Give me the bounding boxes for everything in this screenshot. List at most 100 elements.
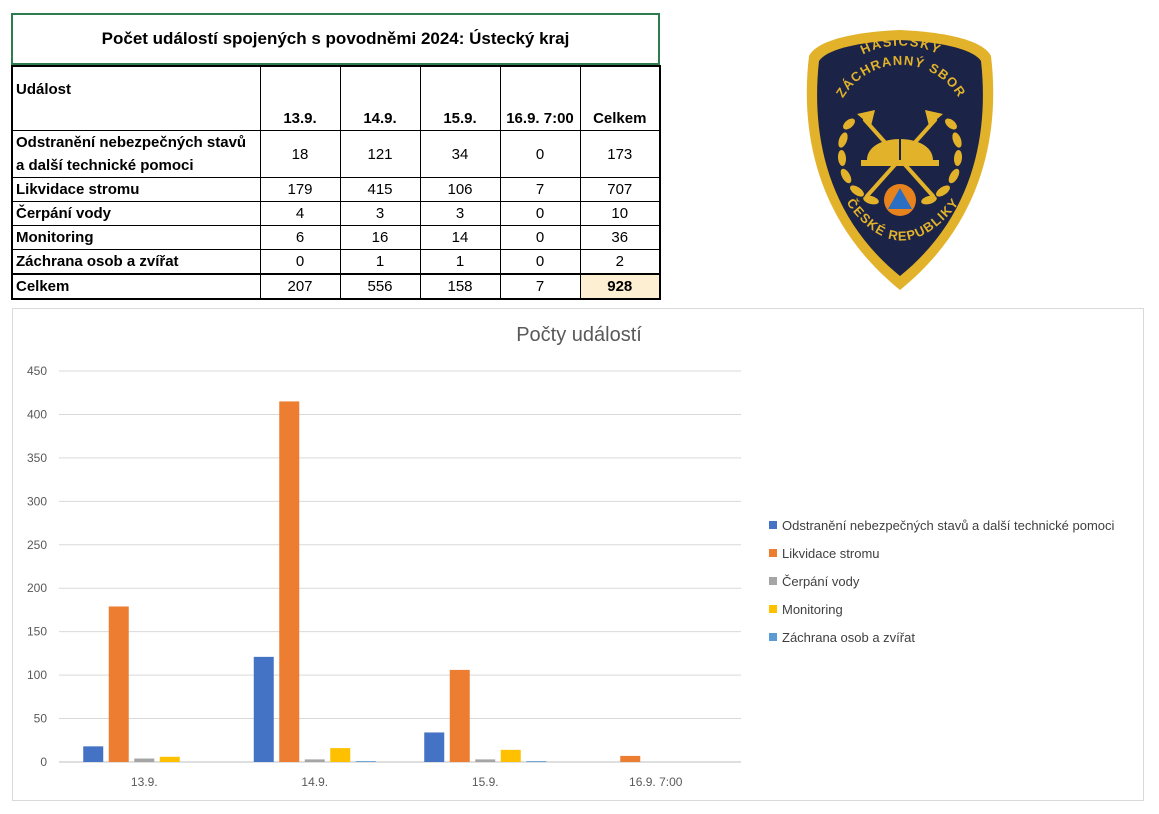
bar [330, 748, 351, 762]
legend-swatch [769, 633, 777, 641]
table-cell: 179 [259, 177, 341, 202]
total-cell: 7 [499, 273, 581, 300]
bar [620, 755, 641, 762]
header-event: Událost [11, 65, 261, 131]
bar [500, 749, 521, 762]
legend-label: Záchrana osob a zvířat [782, 629, 915, 645]
table-cell: 0 [499, 201, 581, 226]
header-col-2: 14.9. [339, 65, 421, 131]
chart-area: Počty událostí 0 50 100 150 200 250 300 350 400 4… [12, 308, 1144, 801]
bar [134, 758, 155, 762]
header-col-4: 16.9. 7:00 [499, 65, 581, 131]
legend-item: Záchrana osob a zvířat [769, 623, 1114, 651]
table-cell: 10 [579, 201, 661, 226]
events-table: Událost 13.9. 14.9. 15.9. 16.9. 7:00 Cel… [11, 65, 661, 300]
table-cell: 2 [579, 249, 661, 275]
row-label: Odstranění nebezpečných stavů a další te… [11, 130, 261, 178]
y-tick-label: 450 [27, 364, 47, 378]
table-cell: 16 [339, 225, 421, 250]
legend-label: Likvidace stromu [782, 545, 880, 561]
row-label: Čerpání vody [11, 201, 261, 226]
bar [526, 761, 547, 762]
x-tick-label: 13.9. [131, 775, 158, 789]
table-total-row: Celkem 207 556 158 7 928 [11, 273, 661, 300]
table-title: Počet událostí spojených s povodněmi 202… [11, 13, 660, 65]
chart-legend: Odstranění nebezpečných stavů a další te… [769, 511, 1114, 651]
table-row: Čerpání vody 4 3 3 0 10 [11, 201, 661, 226]
bar [253, 656, 274, 762]
x-tick-label: 16.9. 7:00 [629, 775, 683, 789]
table-cell: 14 [419, 225, 501, 250]
row-label: Monitoring [11, 225, 261, 250]
total-cell: 556 [339, 273, 421, 300]
bar [304, 759, 325, 762]
row-label: Likvidace stromu [11, 177, 261, 202]
legend-item: Odstranění nebezpečných stavů a další te… [769, 511, 1114, 539]
table-cell: 4 [259, 201, 341, 226]
legend-label: Monitoring [782, 601, 843, 617]
total-label: Celkem [11, 273, 261, 300]
x-tick-label: 15.9. [472, 775, 499, 789]
x-tick-label: 14.9. [301, 775, 328, 789]
bar-chart-plot: 0 50 100 150 200 250 300 350 400 450 13.9. 14.9. 15.… [27, 364, 741, 789]
y-tick-label: 200 [27, 581, 47, 595]
row-label-line2: a další technické pomoci [16, 157, 194, 174]
table-header-row: Událost 13.9. 14.9. 15.9. 16.9. 7:00 Cel… [11, 65, 661, 131]
table-cell: 7 [499, 177, 581, 202]
table-row: Likvidace stromu 179 415 106 7 707 [11, 177, 661, 202]
table-cell: 34 [419, 130, 501, 178]
header-col-3: 15.9. [419, 65, 501, 131]
grand-total-cell: 928 [579, 273, 661, 300]
table-cell: 106 [419, 177, 501, 202]
table-cell: 36 [579, 225, 661, 250]
legend-item: Čerpání vody [769, 567, 1114, 595]
table-cell: 121 [339, 130, 421, 178]
chart-title: Počty událostí [516, 324, 642, 346]
legend-swatch [769, 521, 777, 529]
table-cell: 18 [259, 130, 341, 178]
table-cell: 1 [339, 249, 421, 275]
table-cell: 0 [499, 225, 581, 250]
table-cell: 0 [499, 130, 581, 178]
bar [475, 759, 496, 762]
table-row: Monitoring 6 16 14 0 36 [11, 225, 661, 250]
bar [355, 761, 376, 762]
table-cell: 3 [339, 201, 421, 226]
header-col-total: Celkem [579, 65, 661, 131]
y-tick-label: 50 [34, 712, 48, 726]
row-label: Záchrana osob a zvířat [11, 249, 261, 275]
total-cell: 158 [419, 273, 501, 300]
table-cell: 415 [339, 177, 421, 202]
legend-label: Odstranění nebezpečných stavů a další te… [782, 517, 1115, 533]
bar [279, 401, 300, 762]
table-cell: 707 [579, 177, 661, 202]
table-cell: 0 [499, 249, 581, 275]
y-tick-label: 300 [27, 494, 47, 508]
legend-swatch [769, 605, 777, 613]
bar [449, 669, 470, 762]
legend-swatch [769, 549, 777, 557]
bar [83, 746, 104, 762]
legend-item: Monitoring [769, 595, 1114, 623]
legend-label: Čerpání vody [782, 573, 860, 589]
y-tick-label: 250 [27, 538, 47, 552]
y-tick-label: 400 [27, 407, 47, 421]
y-tick-label: 350 [27, 451, 47, 465]
table-row: Záchrana osob a zvířat 0 1 1 0 2 [11, 249, 661, 275]
y-tick-label: 100 [27, 668, 47, 682]
header-col-1: 13.9. [259, 65, 341, 131]
table-row: Odstranění nebezpečných stavů a další te… [11, 130, 661, 178]
table-cell: 173 [579, 130, 661, 178]
row-label-line1: Odstranění nebezpečných stavů [16, 134, 247, 151]
bar [108, 606, 129, 762]
total-cell: 207 [259, 273, 341, 300]
bar [159, 756, 180, 762]
table-cell: 3 [419, 201, 501, 226]
bar [424, 732, 445, 762]
y-tick-label: 150 [27, 625, 47, 639]
table-cell: 0 [259, 249, 341, 275]
y-tick-label: 0 [40, 755, 47, 769]
table-cell: 6 [259, 225, 341, 250]
legend-swatch [769, 577, 777, 585]
legend-item: Likvidace stromu [769, 539, 1114, 567]
